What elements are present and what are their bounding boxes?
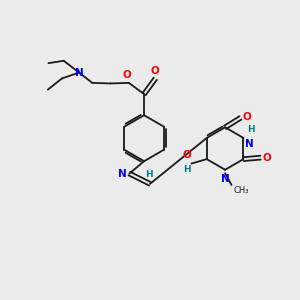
Text: H: H	[145, 169, 152, 178]
Text: CH₃: CH₃	[233, 186, 248, 195]
Text: H: H	[247, 125, 255, 134]
Text: N: N	[245, 139, 254, 148]
Text: O: O	[123, 70, 132, 80]
Text: O: O	[242, 112, 251, 122]
Text: O: O	[151, 66, 160, 76]
Text: H: H	[183, 165, 191, 174]
Text: N: N	[221, 174, 230, 184]
Text: O: O	[182, 150, 191, 160]
Text: N: N	[118, 169, 127, 178]
Text: O: O	[262, 153, 271, 163]
Text: N: N	[75, 68, 83, 78]
